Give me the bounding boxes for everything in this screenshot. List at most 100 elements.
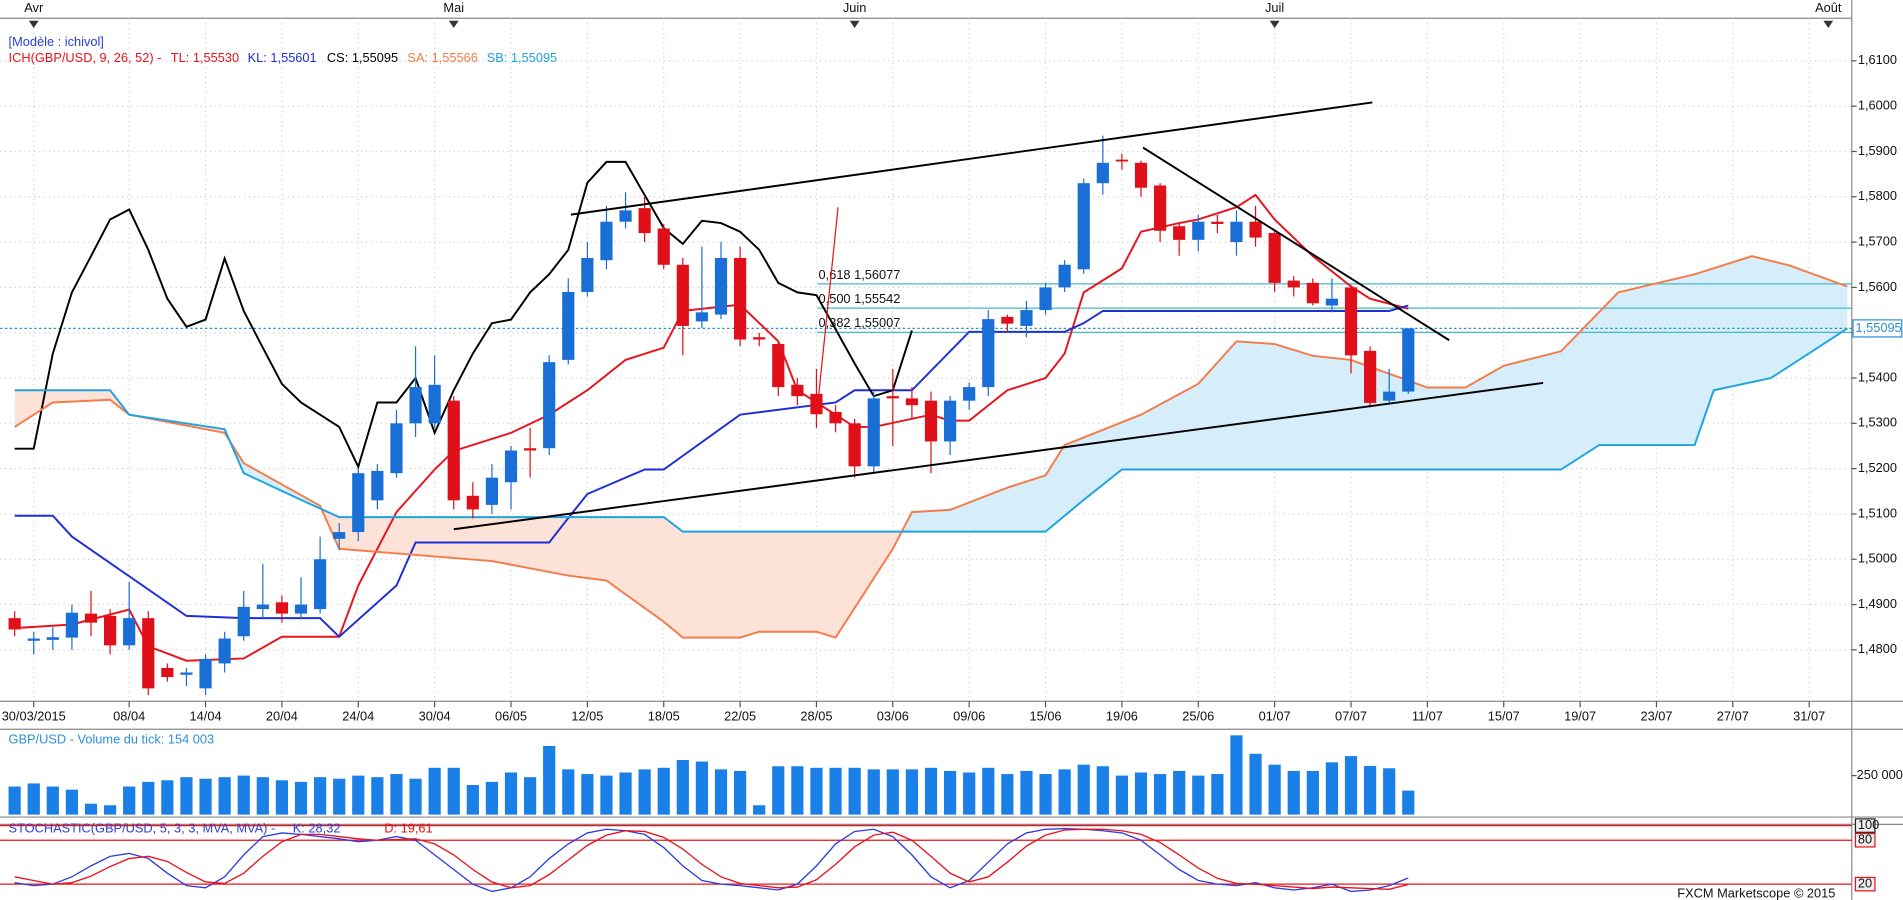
volume-bar (924, 767, 938, 815)
month-label: Mai (443, 0, 464, 15)
stoch-title: STOCHASTIC(GBP/USD, 5, 3, 3, MVA, MVA) - (9, 821, 276, 836)
volume-bar (123, 786, 136, 815)
candle-body (791, 384, 804, 397)
volume-bar (695, 761, 709, 815)
volume-bar (294, 781, 308, 815)
candle-body (562, 291, 575, 360)
indicator-line (14, 827, 1409, 893)
candle-body (1383, 391, 1396, 401)
candle-body (123, 618, 136, 646)
month-label: Juin (843, 0, 866, 15)
candle-body (638, 208, 651, 234)
volume-bar (256, 777, 269, 815)
volume-bar (237, 775, 250, 815)
volume-bar (1383, 768, 1396, 815)
volume-bar (829, 767, 842, 815)
candle-body (1077, 183, 1090, 270)
volume-bar (791, 766, 804, 815)
volume-bar (867, 769, 880, 815)
candle-body (180, 672, 193, 675)
candle-body (1363, 350, 1377, 403)
candle-body (867, 398, 880, 467)
candle-body (371, 470, 384, 501)
volume-bar (161, 780, 174, 815)
volume-bar (1096, 766, 1109, 815)
volume-bar (638, 769, 651, 815)
volume-bar (714, 769, 728, 815)
y-tick-label: 1,5300 (1858, 415, 1897, 430)
x-tick-label: 20/04 (266, 708, 298, 723)
volume-bar (65, 789, 79, 815)
volume-bar (466, 784, 479, 815)
x-tick-label: 30/03/2015 (2, 708, 66, 723)
level-tag (1854, 876, 1876, 892)
footer: FXCM Marketscope © 2015 (1677, 885, 1835, 900)
candle-body (1153, 185, 1167, 231)
volume-bar (1001, 774, 1014, 815)
candle-body (924, 400, 938, 442)
fib-label: 0,500 1,55542 (819, 291, 901, 306)
y-tick-label: 80 (1858, 832, 1872, 847)
volume-bar (371, 777, 384, 815)
volume-bar (84, 803, 98, 815)
candle-body (161, 667, 174, 678)
volume-bar (543, 745, 556, 815)
volume-bar (1020, 770, 1033, 815)
x-tick-label: 31/07 (1793, 708, 1825, 723)
x-tick-label: 18/05 (648, 708, 680, 723)
fib-label: 0,382 1,55007 (819, 315, 901, 330)
candle-body (848, 423, 861, 467)
candle-body (1344, 287, 1358, 356)
x-tick-label: 30/04 (419, 708, 451, 723)
legend-entry: K: 28,32 (293, 821, 341, 836)
candle-body (103, 615, 117, 646)
x-tick-label: 01/07 (1259, 708, 1291, 723)
volume-bar (1287, 770, 1300, 815)
candle-body (1001, 316, 1014, 324)
y-tick-label: 1,6000 (1858, 98, 1897, 113)
y-tick-label: 1,5800 (1858, 188, 1897, 203)
candle-body (237, 606, 250, 637)
month-tick (28, 20, 39, 29)
y-tick-label: 100 (1858, 817, 1879, 832)
y-tick-label: 1,5700 (1858, 233, 1897, 248)
volume-bar (1153, 774, 1167, 815)
legend-entry: KL: 1,55601 (248, 50, 317, 65)
candle-body (905, 398, 919, 406)
candle-body (1306, 282, 1319, 304)
volume-bar (982, 767, 995, 815)
volume-bar (600, 775, 613, 815)
volume-bar (1344, 756, 1358, 815)
candle-body (504, 450, 518, 483)
candle-body (428, 384, 441, 424)
candle-body (1020, 310, 1033, 326)
candle-body (1173, 226, 1186, 240)
volume-bar (619, 772, 632, 815)
x-tick-label: 22/05 (724, 708, 756, 723)
volume-title: GBP/USD - Volume du tick: 154 003 (9, 732, 215, 747)
legend-entry: TL: 1,55530 (171, 50, 239, 65)
candle-body (8, 618, 21, 630)
legend-entry: D: 19,61 (384, 821, 432, 836)
x-tick-label: 14/04 (190, 708, 222, 723)
volume-bar (848, 767, 861, 815)
volume-bar (905, 769, 919, 815)
candle-body (294, 604, 308, 614)
volume-bar (581, 774, 594, 815)
candle-body (199, 658, 212, 689)
candle-body (1058, 264, 1071, 288)
candle-body (963, 387, 976, 401)
volume-bar (1306, 770, 1319, 815)
candle-body (409, 387, 422, 424)
last-price-tag (1852, 319, 1903, 338)
candle-body (1096, 162, 1109, 184)
volume-bar (27, 783, 40, 815)
x-tick-label: 25/06 (1182, 708, 1214, 723)
volume-bar (428, 767, 441, 815)
volume-bar (733, 770, 747, 815)
candle-body (982, 319, 995, 388)
